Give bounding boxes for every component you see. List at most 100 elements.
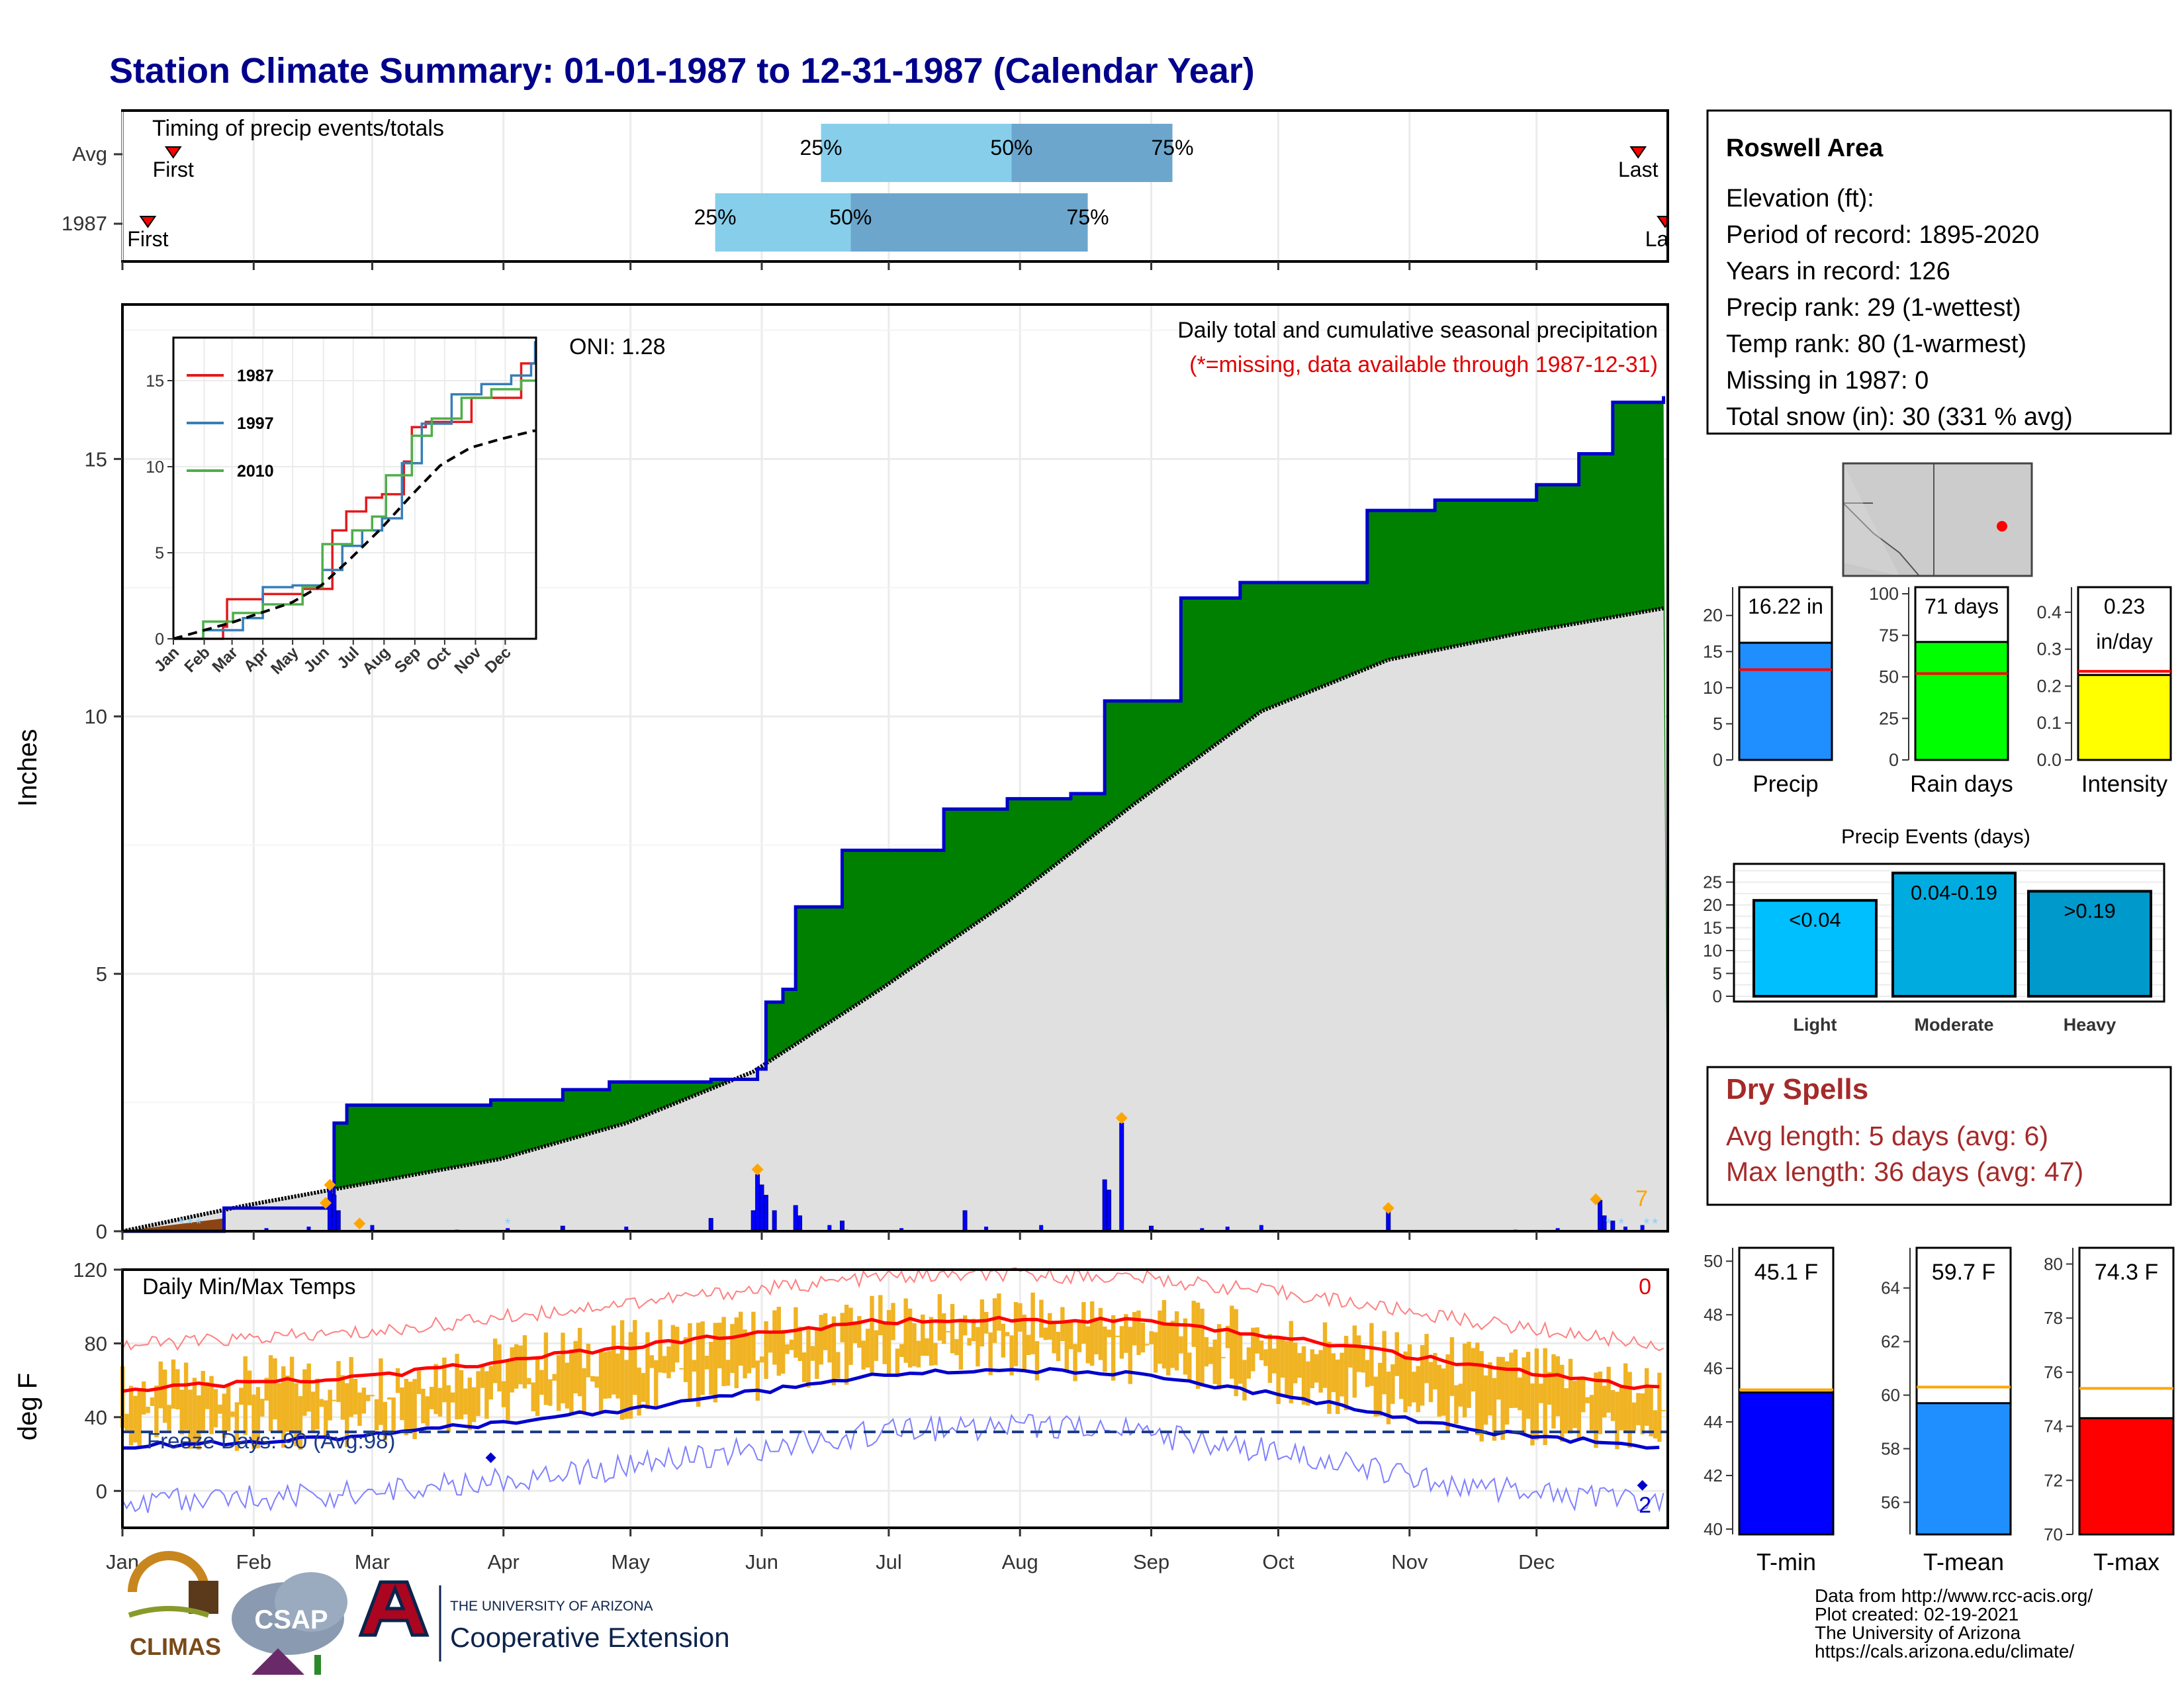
daily-temp-bar xyxy=(573,1340,578,1393)
daily-temp-bar xyxy=(734,1317,739,1389)
events-bar-label: >0.19 xyxy=(2064,899,2115,922)
daily-temp-bar xyxy=(1649,1387,1653,1436)
daily-precip-bar-small xyxy=(1039,1225,1044,1231)
daily-temp-bar xyxy=(1594,1372,1598,1448)
summary-bar-tick-label: 0.0 xyxy=(2036,750,2062,770)
events-y-tick-label: 5 xyxy=(1713,964,1722,984)
daily-temp-bar xyxy=(1636,1393,1641,1426)
temp-summary-tick-label: 50 xyxy=(1704,1251,1723,1271)
daily-temp-bar xyxy=(548,1379,553,1406)
temp-summary-t-max: 70 72 74 76 78 80 74.3 F T-max xyxy=(2044,1246,2175,1575)
daily-temp-bar xyxy=(281,1366,286,1448)
daily-temp-bar xyxy=(1272,1348,1277,1374)
daily-temp-bar xyxy=(696,1323,701,1407)
daily-temp-bar xyxy=(840,1313,844,1342)
daily-temp-bar xyxy=(1539,1383,1543,1403)
events-bar-name: Moderate xyxy=(1914,1015,1993,1035)
inset-y-tick-label: 0 xyxy=(155,630,164,649)
snow-marker: * xyxy=(1644,1215,1650,1232)
daily-temp-bar xyxy=(768,1331,773,1353)
daily-temp-bar xyxy=(1564,1388,1569,1434)
timing-bar-25-50 xyxy=(821,124,1012,182)
daily-temp-bar xyxy=(247,1370,252,1405)
daily-temp-bar xyxy=(907,1308,913,1368)
daily-temp-bar xyxy=(937,1294,942,1341)
station-info-line: Total snow (in): 30 (331 % avg) xyxy=(1726,403,2073,431)
daily-temp-bar xyxy=(315,1378,320,1430)
daily-temp-bar xyxy=(1018,1303,1023,1332)
daily-temp-bar xyxy=(688,1323,692,1402)
daily-temp-bar xyxy=(455,1354,459,1420)
daily-temp-bar xyxy=(658,1319,662,1373)
daily-temp-bar xyxy=(624,1360,629,1419)
university-of-arizona-logo: THE UNIVERSITY OF ARIZONA Cooperative Ex… xyxy=(358,1580,730,1662)
daily-temp-bar xyxy=(929,1317,934,1366)
events-y-tick-label: 20 xyxy=(1703,895,1722,915)
timing-bar-50-75 xyxy=(1011,124,1173,182)
summary-bar-tick-label: 0.4 xyxy=(2036,602,2062,622)
daily-temp-bar xyxy=(197,1395,201,1450)
daily-temp-bar xyxy=(801,1352,807,1382)
timing-clip-mask xyxy=(1669,199,1702,265)
daily-temp-bar xyxy=(984,1311,989,1334)
daily-temp-bar xyxy=(1225,1325,1230,1348)
month-label-sep: Sep xyxy=(1133,1550,1169,1573)
daily-temp-bar xyxy=(1428,1362,1433,1403)
precip-y-tick-label: 0 xyxy=(96,1220,107,1243)
daily-temp-bar xyxy=(612,1325,616,1395)
temp-summary-name: T-min xyxy=(1756,1548,1816,1575)
daily-temp-bar xyxy=(874,1330,879,1361)
cumulative-1987-line xyxy=(122,396,1666,1233)
daily-temp-bar xyxy=(912,1323,917,1366)
month-label-jul: Jul xyxy=(876,1550,902,1573)
record-low-marker xyxy=(485,1452,496,1464)
snow-marker: * xyxy=(179,1215,185,1232)
inset-line-1997 xyxy=(173,341,537,640)
temp-summary-value: 45.1 F xyxy=(1754,1260,1818,1285)
daily-temp-bar xyxy=(1280,1337,1285,1378)
daily-temp-bar xyxy=(552,1374,557,1381)
daily-temp-bar xyxy=(645,1332,650,1409)
daily-temp-bar xyxy=(654,1360,659,1409)
daily-temp-bar xyxy=(1340,1352,1344,1397)
daily-temp-bar xyxy=(641,1373,646,1402)
daily-temp-bar xyxy=(264,1378,269,1401)
precip-y-axis-label: Inches xyxy=(13,729,42,807)
daily-temp-bar xyxy=(1195,1302,1201,1389)
temp-y-tick-label: 80 xyxy=(85,1332,107,1355)
daily-temp-bar xyxy=(319,1399,324,1407)
daily-temp-bar xyxy=(1331,1353,1336,1393)
max-event-marker xyxy=(751,1163,764,1176)
daily-temp-bar xyxy=(895,1348,900,1378)
precip-subtitle: (*=missing, data available through 1987-… xyxy=(1189,352,1658,377)
daily-temp-bar xyxy=(891,1303,895,1340)
daily-temp-bar xyxy=(1547,1372,1552,1405)
daily-temp-bar xyxy=(450,1392,455,1403)
daily-temp-bar xyxy=(1488,1362,1492,1416)
temp-y-tick-label: 0 xyxy=(96,1479,107,1503)
daily-precip-bar xyxy=(1119,1123,1124,1232)
daily-temp-bar xyxy=(789,1339,794,1350)
daily-temp-bar xyxy=(218,1404,222,1414)
events-bar-light xyxy=(1752,899,1878,998)
inset-y-tick-label: 15 xyxy=(146,372,164,391)
daily-temp-bar xyxy=(1513,1349,1518,1408)
daily-temp-bar xyxy=(603,1352,608,1399)
daily-temp-bar xyxy=(1398,1356,1404,1399)
daily-temp-bar xyxy=(459,1370,464,1419)
temp-summary-tick-label: 46 xyxy=(1704,1358,1723,1378)
daily-temp-bar xyxy=(277,1383,282,1434)
daily-count-label: 7 xyxy=(1635,1186,1648,1211)
daily-temp-bar xyxy=(1212,1339,1217,1384)
daily-temp-bar xyxy=(1336,1359,1340,1415)
daily-temp-bar xyxy=(1496,1356,1501,1400)
daily-precip-bar xyxy=(327,1184,332,1232)
daily-temp-bar xyxy=(1433,1352,1437,1389)
daily-temp-bar xyxy=(1619,1387,1624,1430)
temp-count-bottom: 2 xyxy=(1639,1493,1651,1518)
daily-temp-bar xyxy=(1475,1342,1480,1435)
avg-cumulative-line xyxy=(122,606,1664,1233)
daily-temp-bar xyxy=(400,1387,404,1421)
daily-temp-bar xyxy=(979,1299,985,1347)
